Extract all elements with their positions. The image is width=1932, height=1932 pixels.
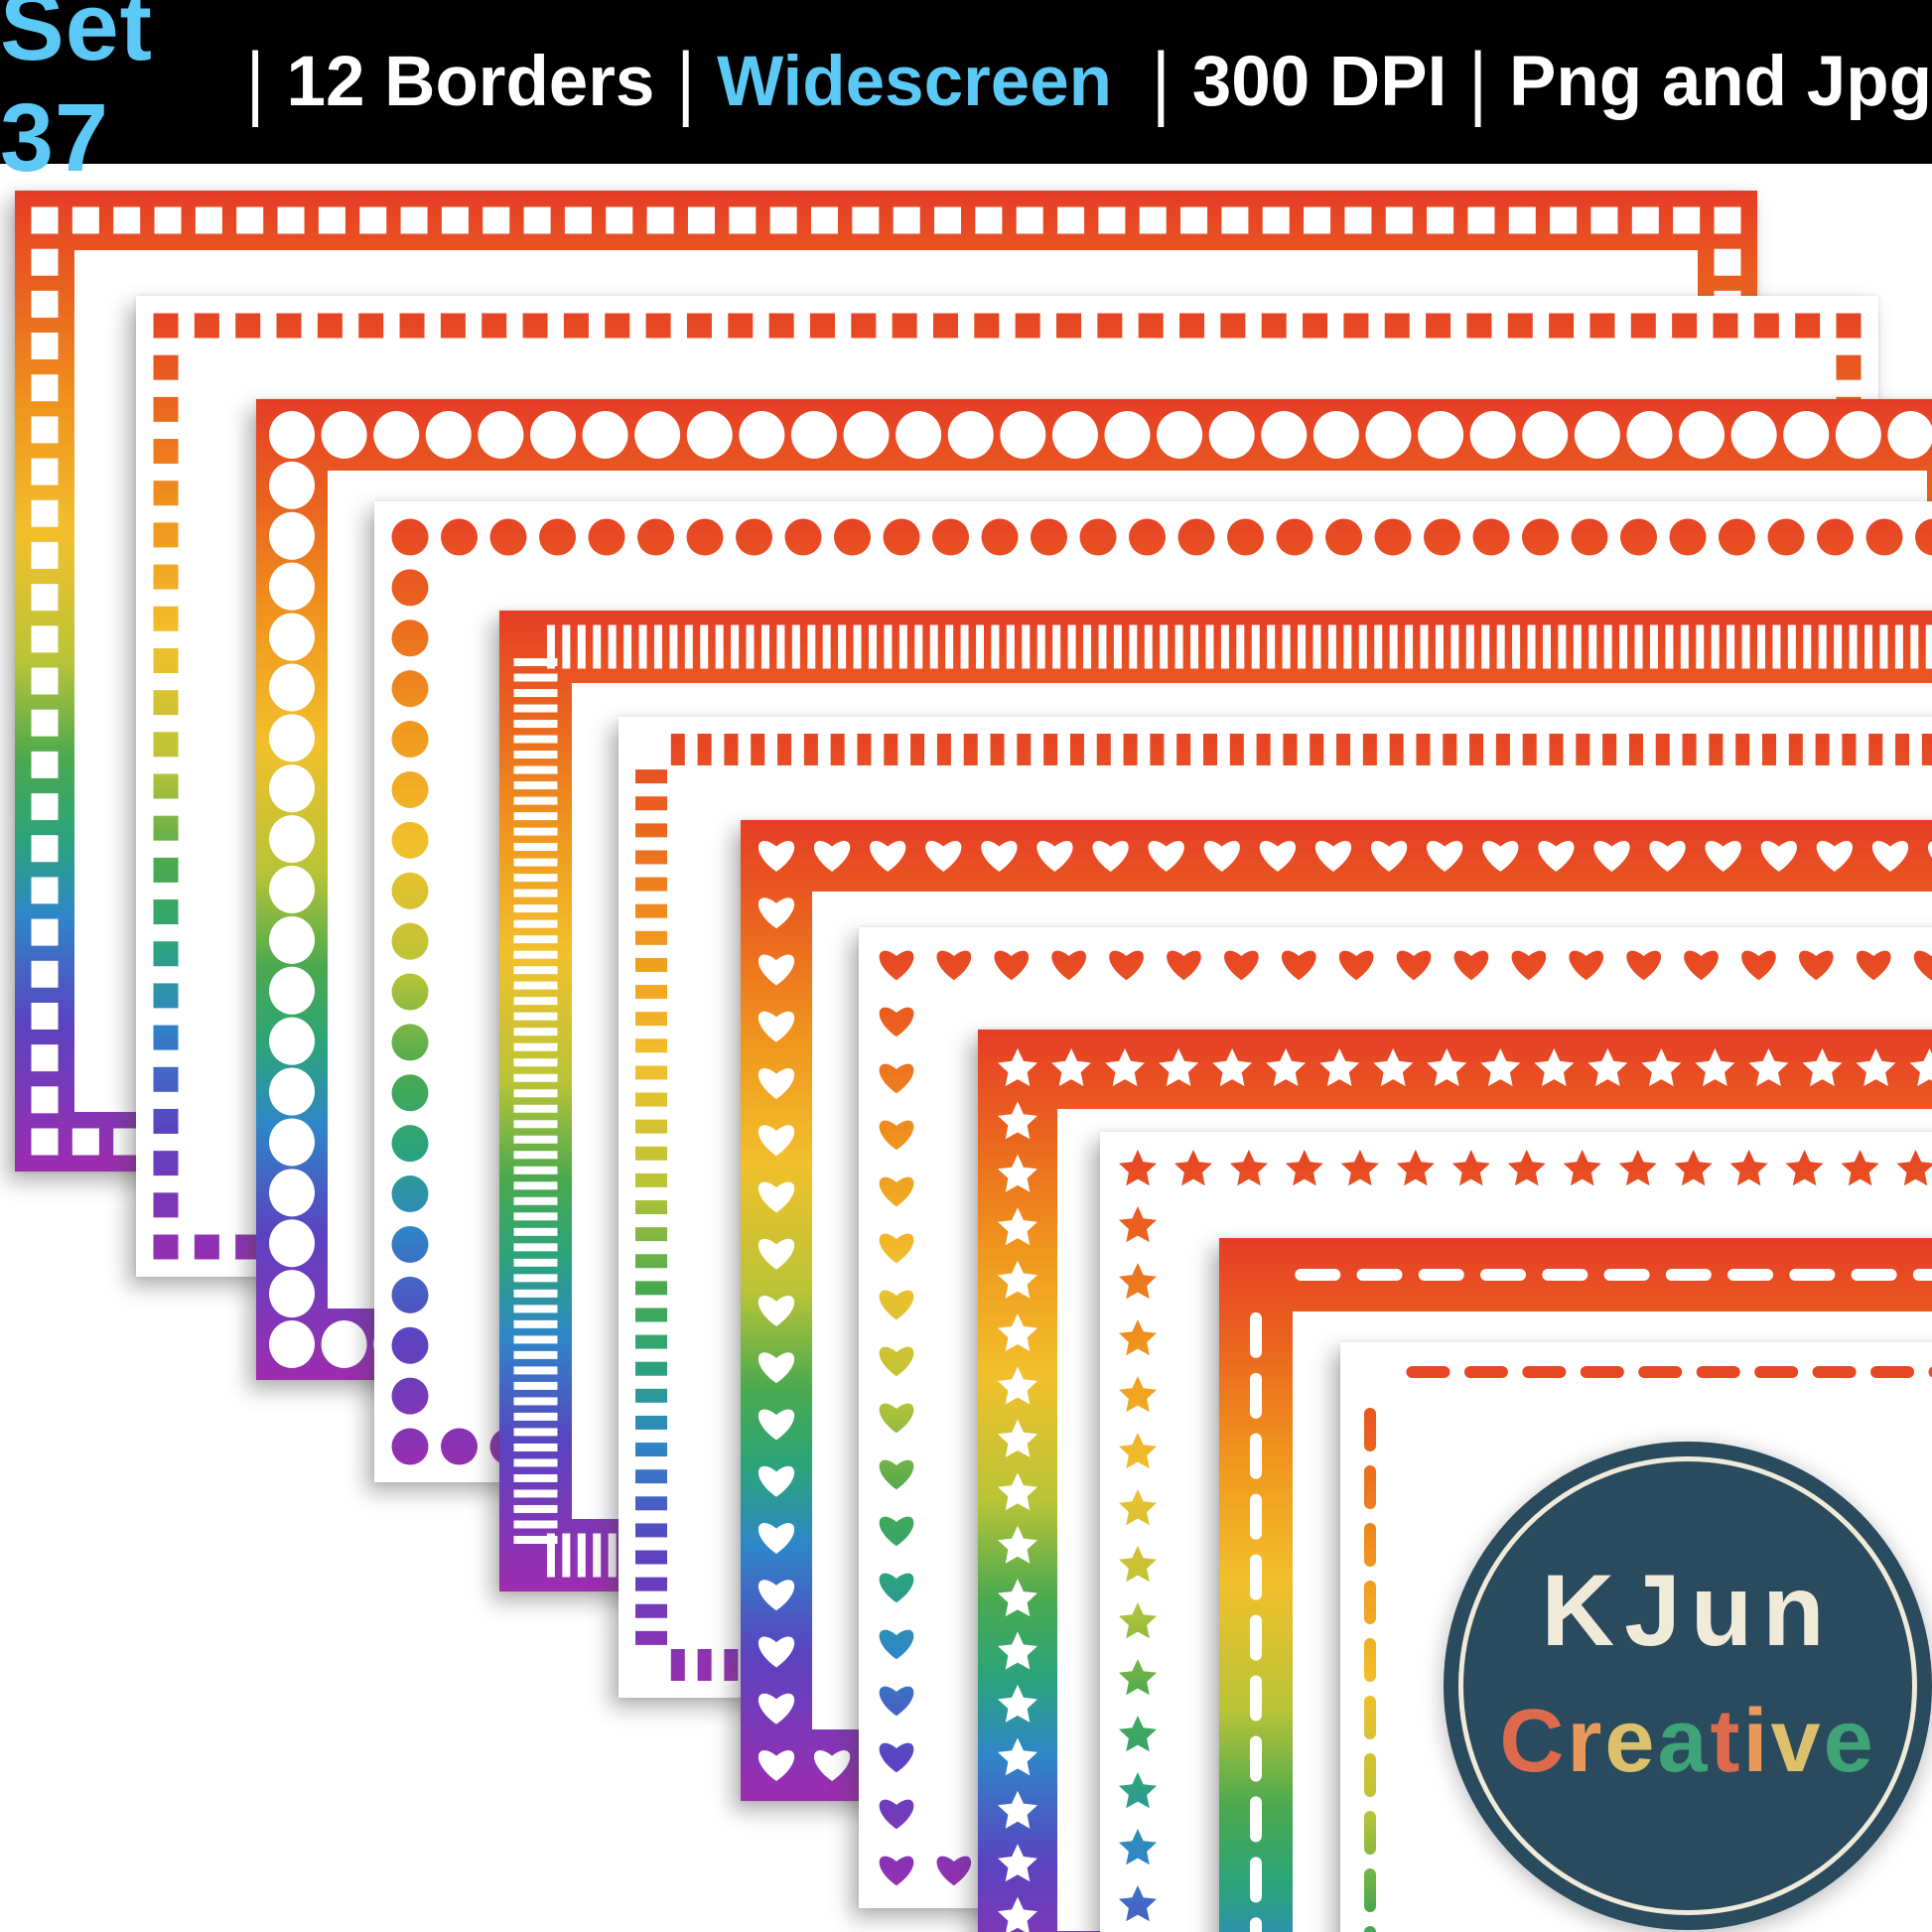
kjun-creative-logo: KJun Creative [1444, 1442, 1932, 1930]
header-formats: Png and Jpg [1509, 43, 1932, 121]
header-dpi: 300 DPI [1191, 43, 1448, 121]
logo-ring [1458, 1456, 1917, 1915]
header-bar: Set 37 | 12 Borders | Widescreen | 300 D… [0, 0, 1932, 192]
set-title: Set 37 [0, 0, 153, 192]
header-borders-count: 12 Borders [286, 43, 655, 121]
separator: | [676, 36, 696, 128]
header-orientation: Widescreen [717, 43, 1113, 121]
separator: | [1152, 36, 1171, 128]
separator: | [245, 36, 265, 128]
separator: | [1468, 36, 1487, 128]
